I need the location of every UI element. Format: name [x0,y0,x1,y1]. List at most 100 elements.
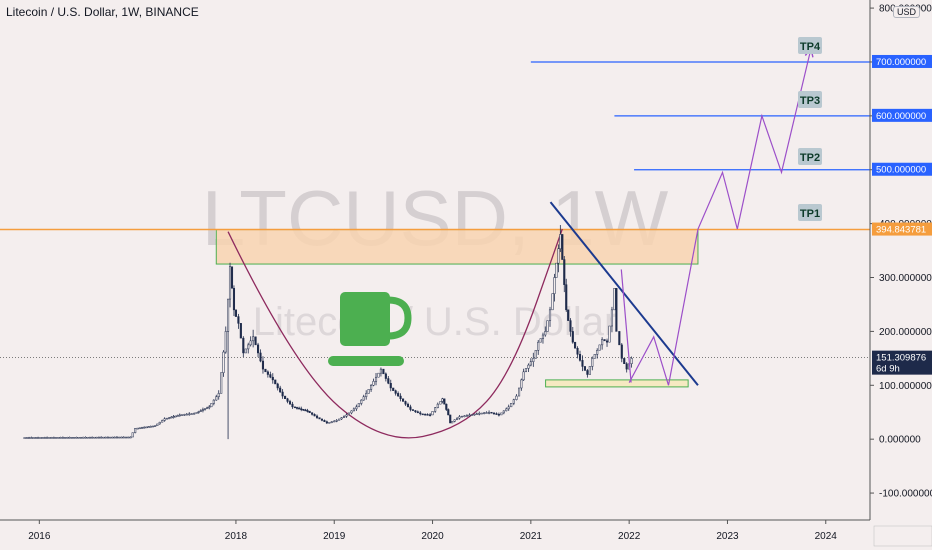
time-tick-label: 2022 [618,531,641,542]
candle-body [541,334,545,339]
target-price-tag-500-text: 500.000000 [876,165,926,176]
candle-body [544,331,547,336]
candle-body [335,420,338,422]
candle-body [276,383,279,389]
candle-body [244,348,247,354]
candle-body [261,360,265,370]
price-tick-label: 300.000000 [879,273,932,284]
candle-body [613,288,616,311]
candle-body [512,399,515,404]
candle-body [304,409,307,412]
candle-body [197,411,200,413]
candle-body [565,284,568,311]
candle-body [242,337,245,354]
candle-body [178,414,181,417]
candle-body [478,413,481,415]
candle-body [291,403,294,408]
candle-body [340,417,343,420]
target-price-tag-600-text: 600.000000 [876,111,926,122]
candle-body [208,406,211,409]
candle-body [61,437,64,439]
candle-body [163,418,166,421]
candle-body [328,422,331,424]
candle-body [239,323,242,339]
candle-body [345,414,348,417]
candle-body [149,426,152,428]
candle-body [534,350,537,359]
candle-body [286,398,289,402]
candle-body [91,436,94,439]
candle-body [143,426,146,429]
candle-body [111,436,114,439]
candle-body [199,410,202,412]
candle-body [77,437,80,439]
candle-body [180,414,183,416]
candle-body [84,436,87,439]
candle-body [210,403,213,408]
candle-body [610,309,613,327]
candle-body [458,416,461,419]
candle-body [399,395,402,400]
watermark-subtitle: Litecoin / U.S. Dollar [253,300,618,344]
candle-body [382,368,385,375]
currency-badge[interactable]: USD [893,6,921,18]
candle-body [615,288,618,332]
candle-body [57,437,60,439]
candle-body [52,437,55,439]
candle-body [338,418,341,421]
candle-body [419,412,422,415]
time-tick-label: 2019 [323,531,346,542]
resistance-price-tag-text: 394.843781 [876,225,926,236]
candle-body [492,412,496,415]
candle-body [394,390,397,394]
candle-body [473,413,476,416]
candle-body [281,391,284,397]
candle-body [325,421,328,424]
candle-body [48,437,51,439]
candle-body [86,436,89,439]
candle-body [370,385,373,390]
time-tick-label: 2016 [28,531,51,542]
candle-body [447,409,450,416]
candle-body [308,410,311,414]
candle-body [232,288,236,311]
candle-body [591,358,594,367]
price-tick-label: 200.000000 [879,327,932,338]
candle-body [151,425,154,428]
candle-body [559,234,562,250]
candle-body [443,398,446,405]
candle-body [384,373,387,379]
time-tick-label: 2021 [520,531,543,542]
candle-body [109,436,112,439]
candle-body [318,417,321,420]
candle-body [97,436,100,439]
candle-body [374,376,378,382]
candle-body [431,411,434,416]
candle-body [583,366,586,371]
price-tick-label: 100.000000 [879,381,932,392]
candle-body [230,266,234,289]
candle-body [445,403,448,410]
candle-body [409,406,412,410]
candle-body [66,437,69,439]
candle-body [118,436,121,439]
candle-body [25,437,28,439]
candle-body [551,293,554,311]
candle-body [313,414,316,417]
candle-body [222,351,225,373]
candle-body [586,370,589,375]
candle-body [37,437,40,439]
candle-body [343,416,346,418]
candle-body [532,358,535,362]
tp-label-tp1: TP1 [798,204,822,221]
candle-body [168,417,171,419]
candle-body [170,416,173,419]
candle-body [451,421,454,424]
candle-body [59,437,62,439]
candle-body [315,415,319,418]
candle-body [136,427,139,430]
candle-body [288,401,292,405]
candle-body [302,409,305,411]
